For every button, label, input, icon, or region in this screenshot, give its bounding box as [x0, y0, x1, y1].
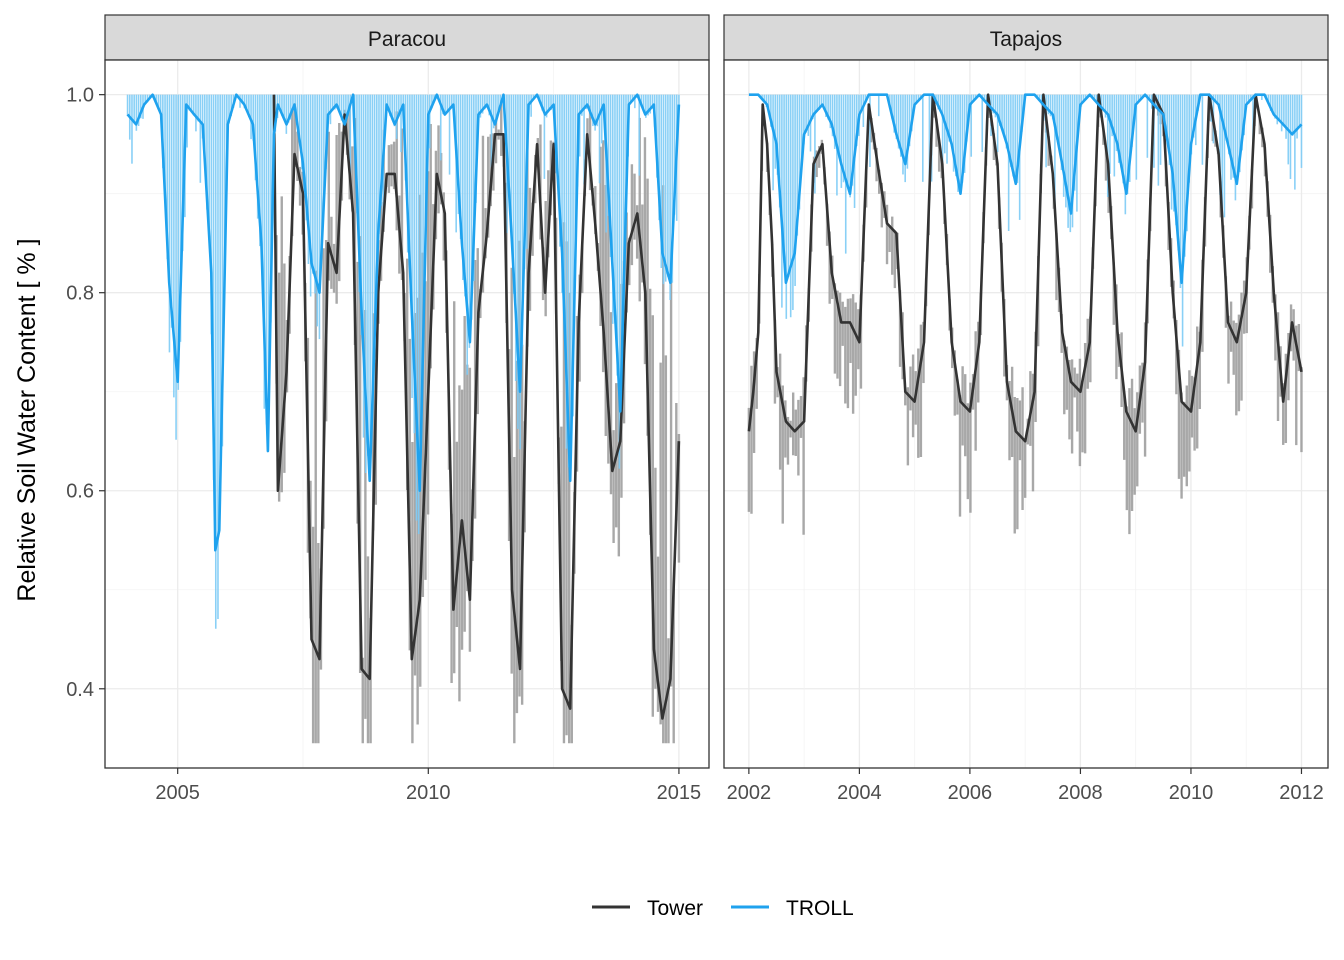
x-tick-label: 2008: [1058, 782, 1103, 804]
strip-background: [104, 14, 710, 61]
x-tick-label: 2004: [837, 782, 882, 804]
legend-label-troll: TROLL: [786, 897, 854, 920]
panel-border: [104, 59, 710, 769]
x-tick-label: 2006: [948, 782, 993, 804]
x-tick-label: 2010: [1169, 782, 1214, 804]
x-tick-label: 2010: [406, 782, 451, 804]
y-tick-label: 1.0: [66, 85, 94, 107]
troll-line: [748, 93, 1303, 285]
y-tick-label: 0.6: [66, 481, 94, 503]
tower-line: [747, 93, 1303, 443]
x-tick-label: 2015: [657, 782, 702, 804]
strip-label: Tapajos: [990, 28, 1062, 51]
x-tick-label: 2002: [727, 782, 772, 804]
legend-label-tower: Tower: [647, 897, 703, 920]
panel-paracou: Paracou 2005 2010 2015 0.4 0.6 0.8 1.0: [66, 14, 710, 804]
y-axis-title: Relative Soil Water Content [ % ]: [13, 238, 41, 601]
panel-border: [723, 59, 1329, 769]
tower-line: [272, 94, 681, 720]
legend: Tower TROLL: [592, 897, 854, 920]
panel-tapajos: Tapajos 2002 2004 2006 2008 2010 2012: [723, 14, 1329, 804]
troll-line: [126, 93, 681, 552]
x-tick-label: 2005: [155, 782, 200, 804]
strip-label: Paracou: [368, 28, 446, 51]
y-tick-label: 0.8: [66, 283, 94, 305]
strip-background: [723, 14, 1329, 61]
x-tick-label: 2012: [1279, 782, 1324, 804]
y-tick-label: 0.4: [66, 679, 94, 701]
